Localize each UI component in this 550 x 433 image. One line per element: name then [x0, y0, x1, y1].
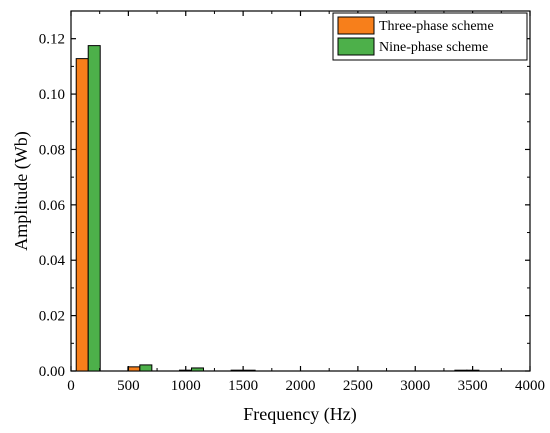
- y-tick-label: 0.04: [39, 253, 66, 269]
- legend-label-nine-phase: Nine-phase scheme: [379, 40, 488, 55]
- bar-three-phase-1500hz: [230, 369, 244, 372]
- y-tick-label: 0.06: [39, 198, 66, 214]
- x-tick-label: 500: [117, 378, 140, 394]
- y-axis-title: Amplitude (Wb): [11, 131, 32, 250]
- legend-label-three-phase: Three-phase scheme: [379, 19, 494, 34]
- y-tick-label: 0.00: [39, 364, 65, 380]
- bar-nine-phase-1500hz: [242, 369, 256, 372]
- x-tick-label: 3000: [400, 378, 430, 394]
- x-axis-title: Frequency (Hz): [243, 404, 356, 425]
- x-axis: 0 500 1000 1500 2000 2500 3000 3500 4000: [67, 11, 545, 394]
- plot-area: [70, 10, 531, 372]
- legend-swatch-nine-phase: [337, 37, 375, 56]
- x-tick-label: 2000: [286, 378, 316, 394]
- x-tick-label: 1000: [171, 378, 201, 394]
- x-tick-label: 4000: [515, 378, 545, 394]
- y-tick-label: 0.08: [39, 142, 65, 158]
- bar-three-phase-600hz: [127, 366, 141, 372]
- y-axis: 0.00 0.02 0.04 0.06 0.08 0.10 0.12: [39, 10, 530, 380]
- x-tick-label: 1500: [228, 378, 258, 394]
- legend: Three-phase scheme Nine-phase scheme: [332, 12, 528, 61]
- bar-nine-phase-150hz: [87, 45, 101, 372]
- plot-frame-border: [70, 10, 531, 372]
- bar-three-phase-150hz: [75, 58, 89, 372]
- y-tick-label: 0.10: [39, 87, 65, 103]
- bar-three-phase-3450hz: [454, 369, 468, 372]
- bar-nine-phase-1050hz: [190, 367, 204, 372]
- y-tick-label: 0.02: [39, 309, 65, 325]
- x-tick-label: 2500: [343, 378, 373, 394]
- x-tick-label: 0: [67, 378, 75, 394]
- legend-swatch-three-phase: [337, 16, 375, 35]
- bar-nine-phase-600hz: [139, 364, 153, 372]
- y-tick-label: 0.12: [39, 32, 65, 48]
- x-tick-label: 3500: [458, 378, 488, 394]
- bar-series-group: [75, 45, 480, 372]
